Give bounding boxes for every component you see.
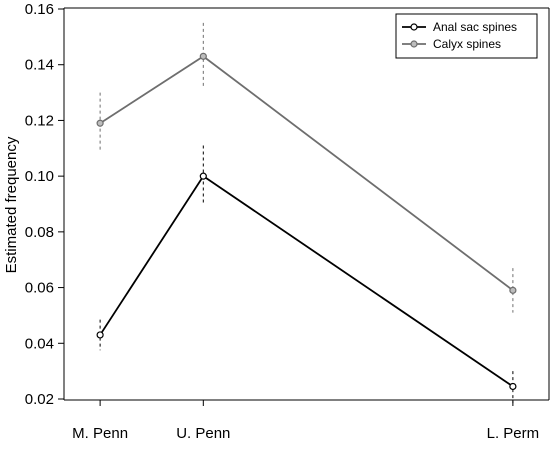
data-point [96, 331, 104, 339]
series-line [99, 55, 514, 292]
y-ticks: 0.02 0.04 0.06 0.08 0.10 0.12 0.14 0.16 [25, 1, 64, 408]
y-tick-label: 0.10 [25, 168, 54, 185]
y-tick-label: 0.08 [25, 224, 54, 241]
data-point [199, 172, 207, 180]
y-tick-label: 0.14 [25, 57, 54, 74]
series-anal-sac-spines [96, 145, 517, 404]
y-axis-title: Estimated frequency [3, 136, 20, 273]
x-tick-label: L. Perm [487, 425, 540, 442]
series-layer [96, 22, 517, 404]
data-point [509, 286, 517, 294]
data-point [199, 52, 207, 60]
legend-box [395, 13, 538, 59]
y-tick-label: 0.04 [25, 335, 54, 352]
series-calyx-spines [96, 22, 517, 313]
y-tick-label: 0.06 [25, 280, 54, 297]
data-point [509, 382, 517, 391]
legend-label-calyx: Calyx spines [433, 37, 501, 51]
y-tick-label: 0.12 [25, 112, 54, 129]
y-tick-label: 0.02 [25, 391, 54, 408]
legend-marker-anal-sac [410, 23, 418, 31]
legend-label-anal-sac: Anal sac spines [433, 20, 517, 34]
x-tick-label: M. Penn [72, 425, 128, 442]
data-point [96, 119, 104, 127]
x-tick-label: U. Penn [176, 425, 230, 442]
y-tick-label: 0.16 [25, 1, 54, 18]
legend-marker-calyx [410, 40, 418, 48]
x-ticks: M. Penn U. Penn L. Perm [72, 400, 539, 442]
legend: Anal sac spines Calyx spines [395, 13, 538, 59]
series-line [99, 174, 514, 388]
